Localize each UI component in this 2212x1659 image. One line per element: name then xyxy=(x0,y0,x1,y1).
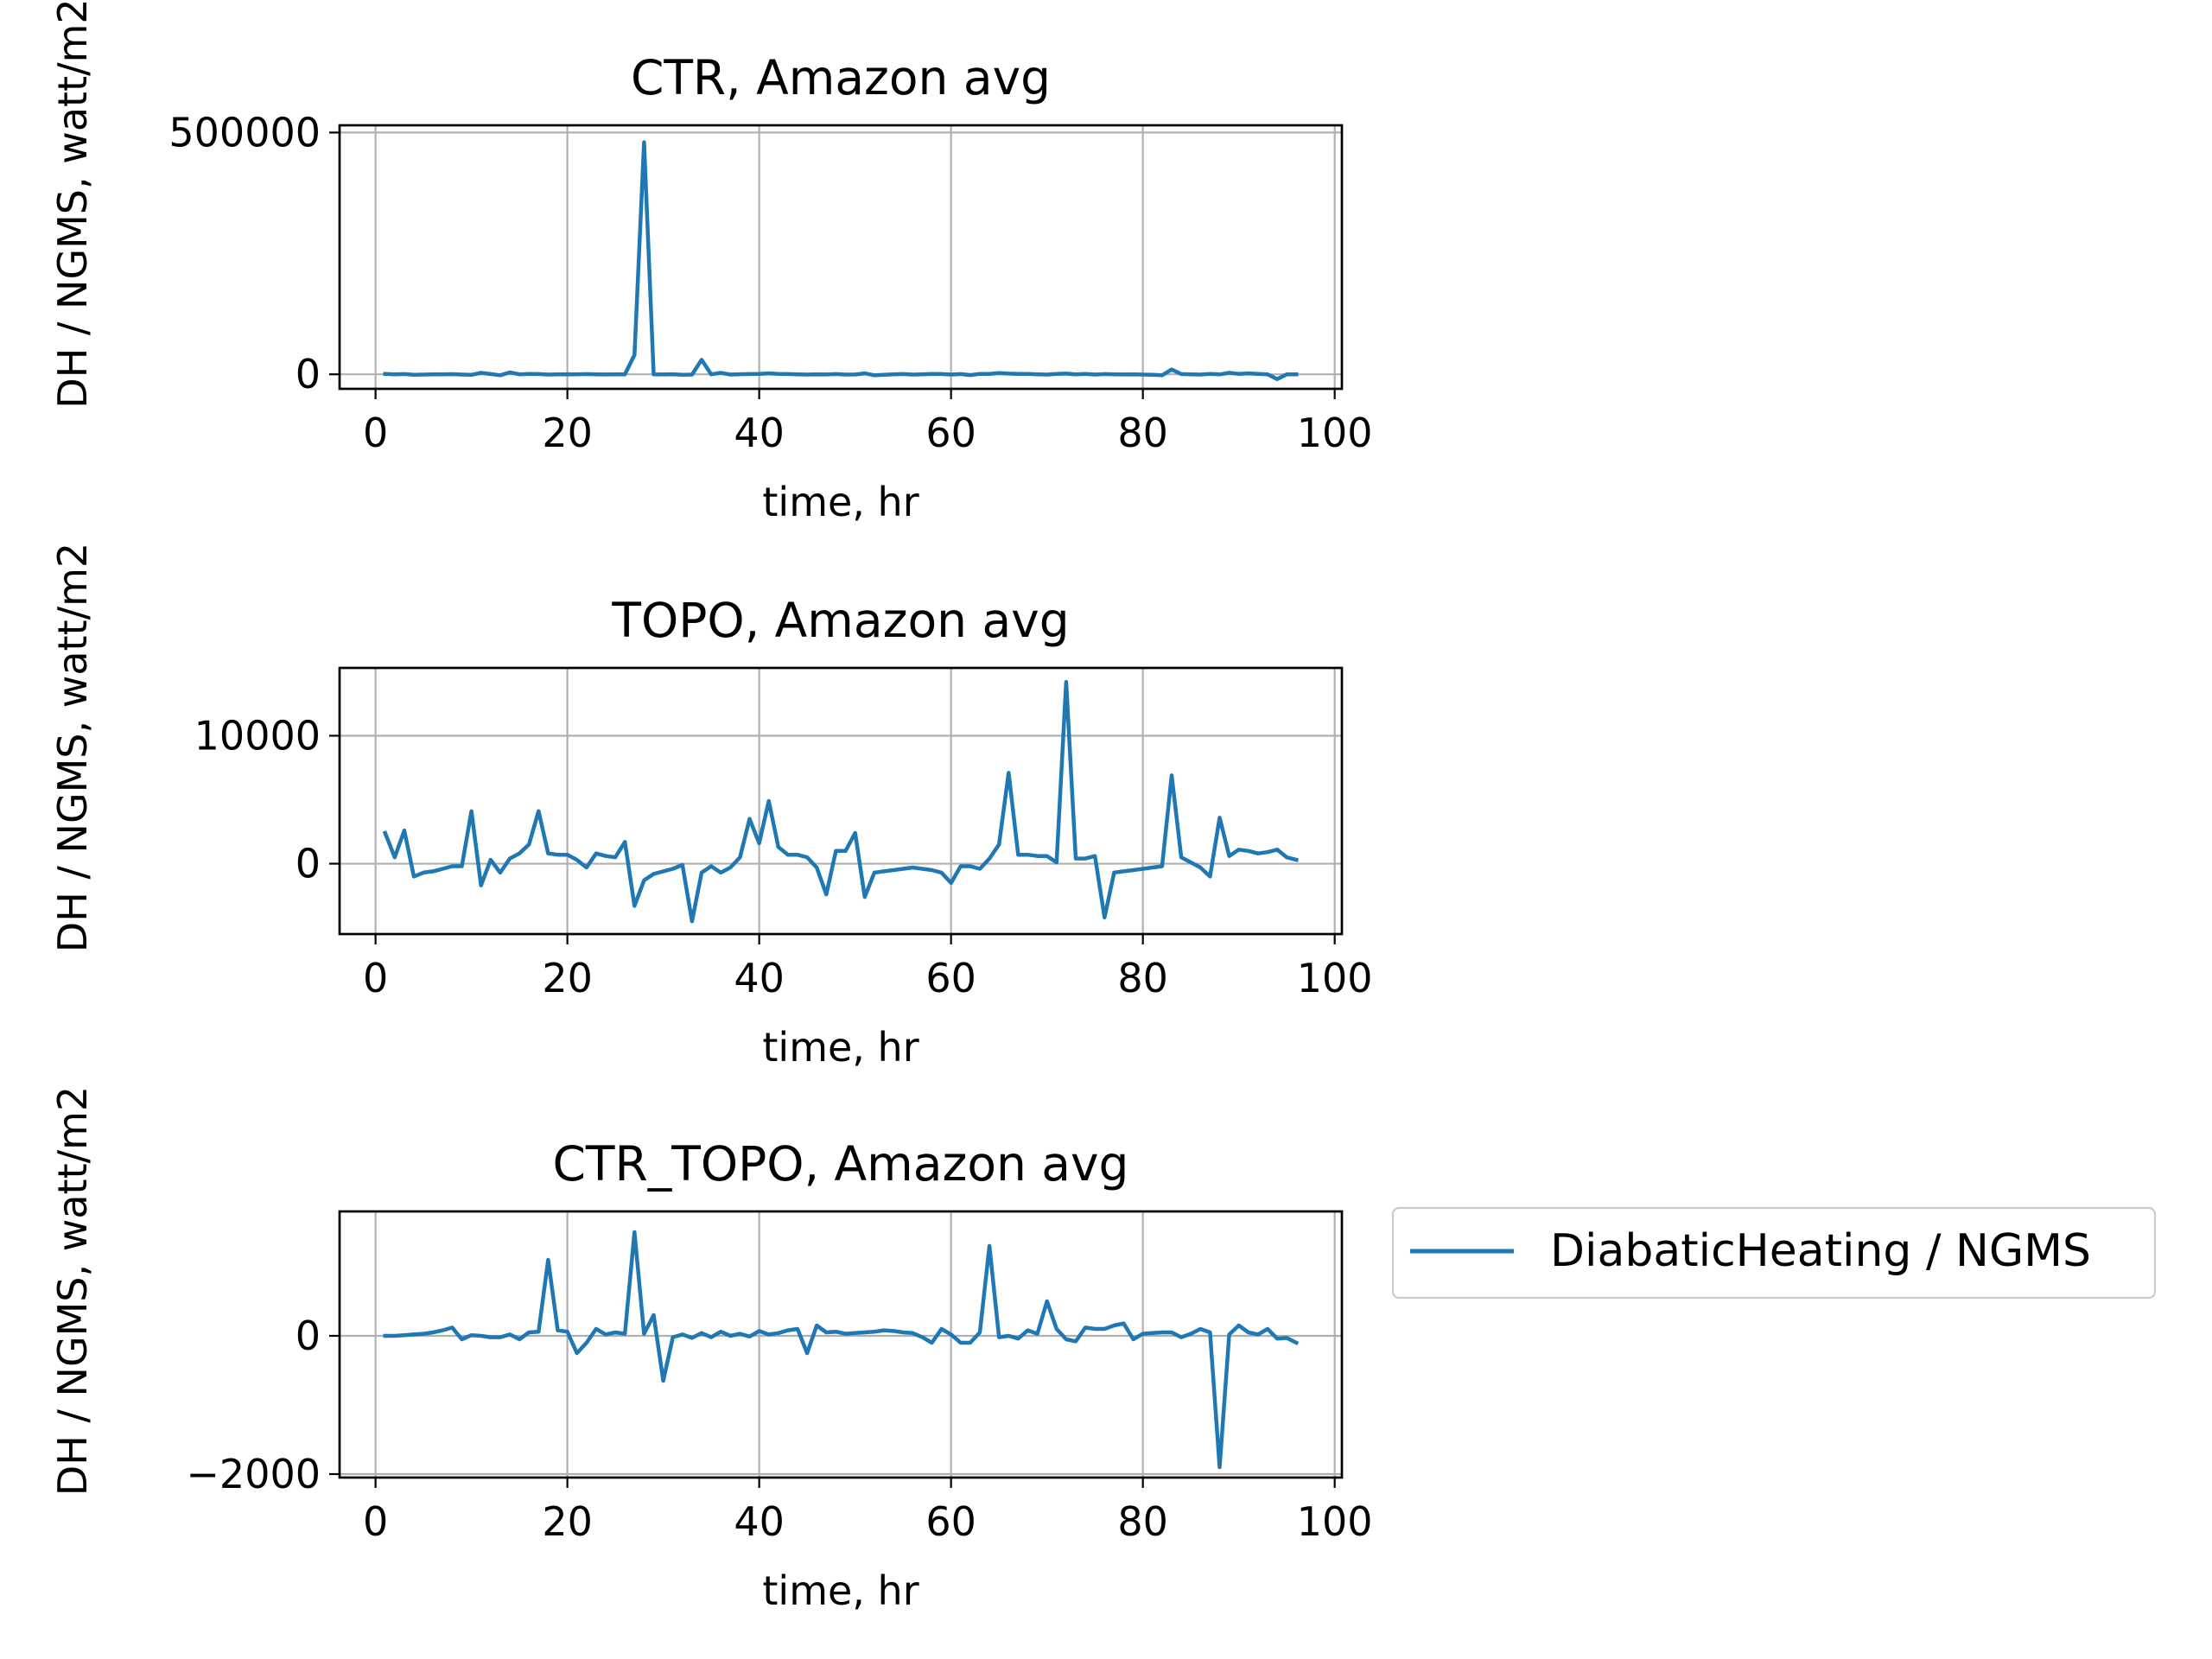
y-tick-label: −2000 xyxy=(186,1451,321,1497)
panel-title: CTR, Amazon avg xyxy=(631,50,1051,105)
x-axis-label: time, hr xyxy=(762,1567,918,1614)
x-tick-label: 100 xyxy=(1297,410,1373,456)
x-tick-label: 100 xyxy=(1297,1498,1373,1545)
y-tick-label: 0 xyxy=(296,841,321,887)
panel-ctr: 0 20 40 60 80 100 0 500000 CTR, Amazon avg time… xyxy=(49,0,1373,525)
x-tick-label: 20 xyxy=(542,410,593,456)
x-tick-label: 0 xyxy=(363,410,388,456)
x-axis-label: time, hr xyxy=(762,1024,918,1071)
panel-topo: 0 20 40 60 80 100 0 10000 TOPO, Amazon avg time… xyxy=(49,543,1373,1071)
x-tick-label: 40 xyxy=(734,955,785,1001)
x-tick-label: 40 xyxy=(734,410,785,456)
x-tick-label: 80 xyxy=(1117,410,1168,456)
y-axis-label: DH / NGMS, watt/m2 xyxy=(49,1086,96,1496)
panel-title: CTR_TOPO, Amazon avg xyxy=(553,1136,1129,1192)
y-axis-label: DH / NGMS, watt/m2 xyxy=(49,0,96,409)
y-tick-label: 0 xyxy=(296,351,321,397)
series-line-diabatic-heating xyxy=(383,140,1299,382)
y-tick-label: 10000 xyxy=(194,712,321,759)
grid-lines xyxy=(340,125,1342,389)
x-tick-label: 20 xyxy=(542,955,593,1001)
x-tick-label: 0 xyxy=(363,1498,388,1545)
axes-frame xyxy=(338,666,1344,936)
x-axis-label: time, hr xyxy=(762,479,918,525)
x-tick-label: 0 xyxy=(363,955,388,1001)
series-line-diabatic-heating xyxy=(382,680,1300,924)
y-axis-label: DH / NGMS, watt/m2 xyxy=(49,543,96,952)
x-tick-label: 60 xyxy=(925,1498,976,1545)
grid-lines xyxy=(340,668,1342,934)
panel-title: TOPO, Amazon avg xyxy=(611,593,1069,648)
legend-frame xyxy=(1391,1206,2157,1300)
x-tick-label: 100 xyxy=(1297,955,1373,1001)
x-tick-label: 80 xyxy=(1117,1498,1168,1545)
axis-ticks: 0 20 40 60 80 100 0 10000 xyxy=(194,712,1373,1001)
axis-ticks: 0 20 40 60 80 100 0 500000 xyxy=(168,109,1372,456)
y-tick-label: 500000 xyxy=(168,109,321,156)
x-tick-label: 60 xyxy=(925,410,976,456)
series-line-diabatic-heating xyxy=(383,1230,1300,1470)
x-tick-label: 40 xyxy=(734,1498,785,1545)
legend-label: DiabaticHeating / NGMS xyxy=(1550,1225,2091,1277)
x-tick-label: 60 xyxy=(925,955,976,1001)
axes-frame xyxy=(338,124,1344,391)
legend: DiabaticHeating / NGMS xyxy=(1391,1206,2157,1300)
y-tick-label: 0 xyxy=(296,1313,321,1359)
grid-lines xyxy=(340,1211,1342,1478)
x-tick-label: 20 xyxy=(542,1498,593,1545)
axes-frame xyxy=(338,1210,1344,1479)
axis-ticks: 0 20 40 60 80 100 −2000 0 xyxy=(186,1313,1372,1545)
x-tick-label: 80 xyxy=(1117,955,1168,1001)
